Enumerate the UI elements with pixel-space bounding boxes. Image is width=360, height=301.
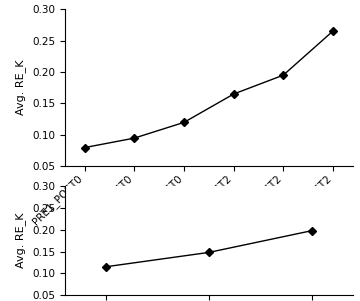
Y-axis label: Avg. RE_K: Avg. RE_K	[15, 213, 26, 268]
Y-axis label: Avg. RE_K: Avg. RE_K	[15, 60, 26, 116]
